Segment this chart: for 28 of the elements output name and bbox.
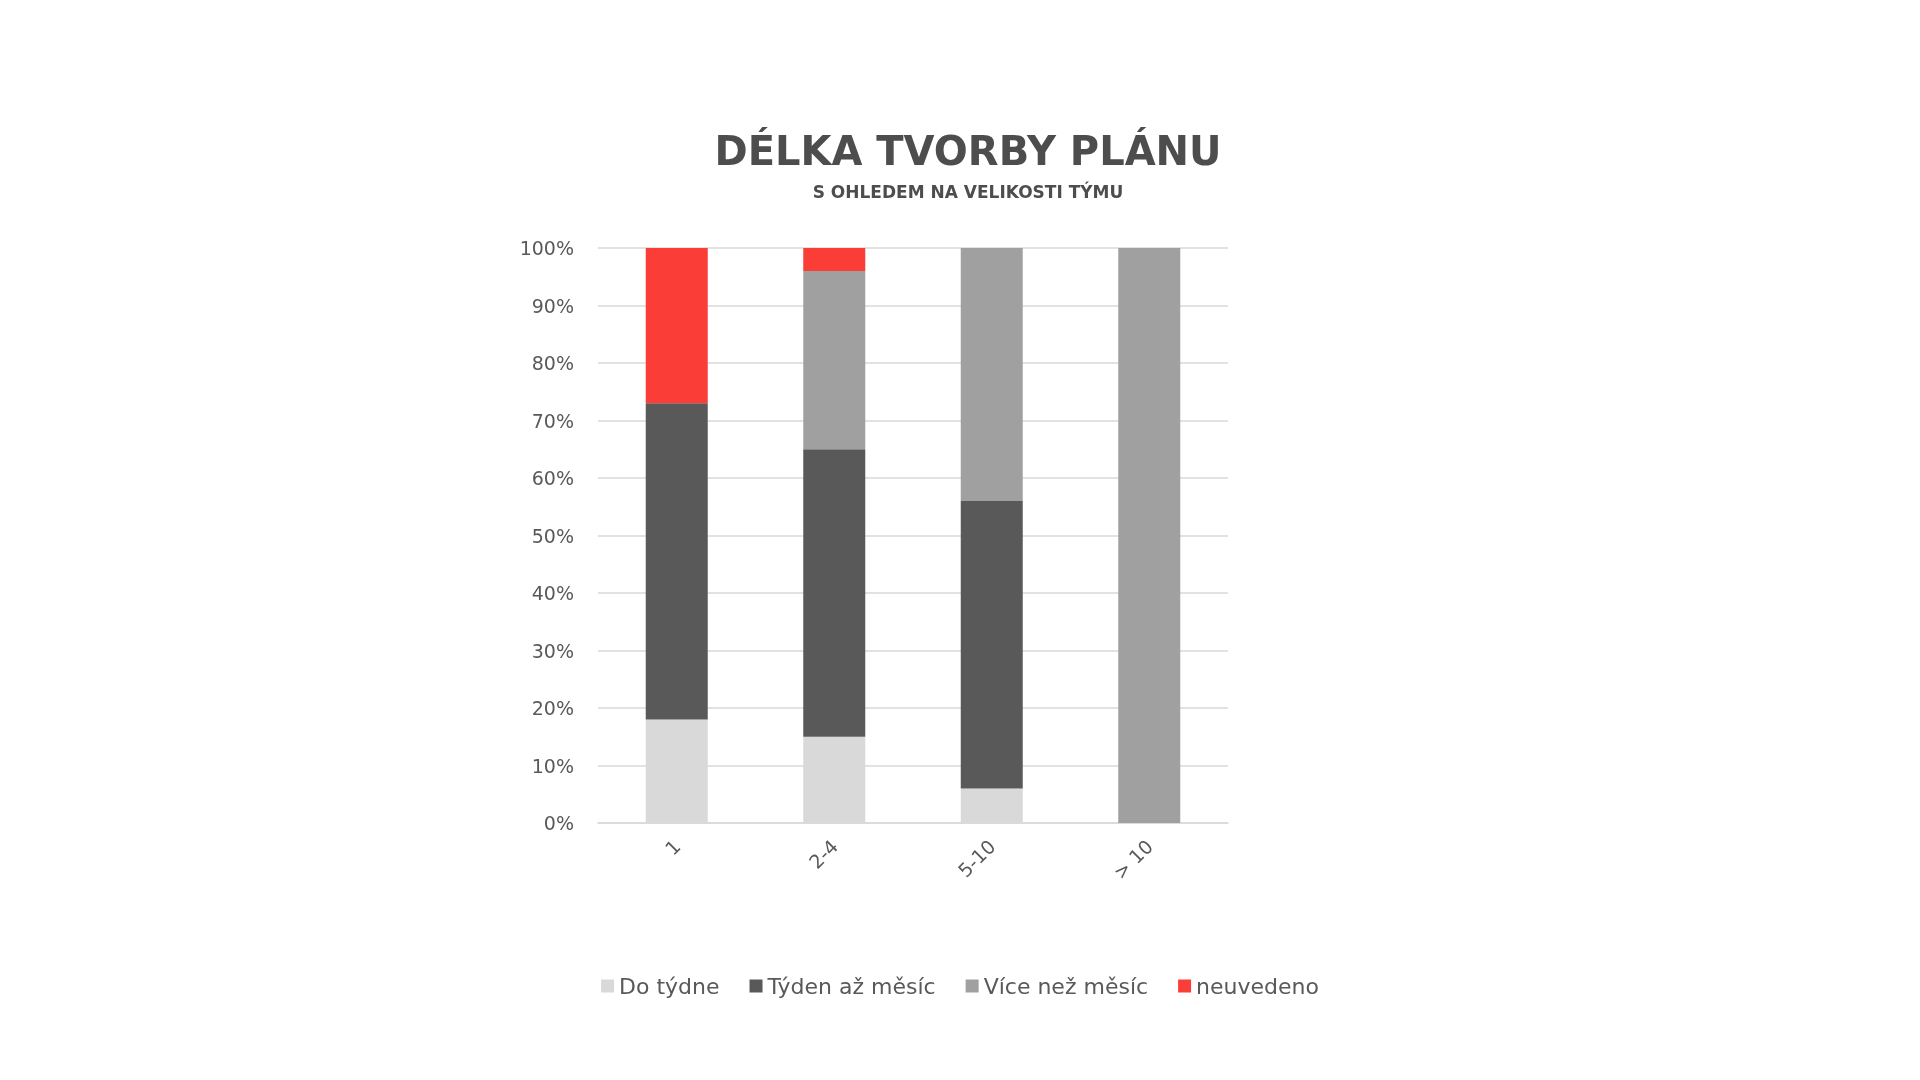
bar — [803, 271, 866, 450]
y-tick-label: 70% — [531, 409, 574, 432]
bar — [803, 248, 866, 271]
y-tick-label: 20% — [531, 697, 574, 719]
y-tick-label: 50% — [531, 524, 574, 547]
bar — [645, 403, 708, 720]
y-tick-label: 100% — [519, 237, 574, 259]
x-tick-label: 2-4 — [804, 835, 843, 873]
y-tick-label: 10% — [531, 754, 574, 777]
y-tick-label: 30% — [531, 639, 574, 662]
legend-label: neuvedeno — [1196, 973, 1319, 999]
legend-label: Do týdne — [619, 973, 720, 999]
y-tick-label: 0% — [543, 812, 574, 834]
y-tick-label: 80% — [531, 352, 574, 374]
bar — [803, 449, 866, 737]
chart-title: DÉLKA TVORBY PLÁNU — [714, 127, 1222, 174]
bar — [645, 248, 708, 404]
chart-subtitle: S OHLEDEM NA VELIKOSTI TÝMU — [812, 180, 1124, 202]
legend-label: Více než měsíc — [983, 973, 1149, 999]
legend-label: Týden až měsíc — [766, 973, 936, 999]
y-tick-label: 60% — [531, 467, 574, 489]
bar — [1118, 248, 1181, 823]
bar — [960, 248, 1023, 501]
x-tick-label: > 10 — [1108, 835, 1158, 884]
x-tick-label: 1 — [660, 835, 685, 860]
y-tick-label: 90% — [531, 294, 574, 317]
y-tick-label: 40% — [531, 582, 574, 604]
bar — [960, 501, 1023, 789]
